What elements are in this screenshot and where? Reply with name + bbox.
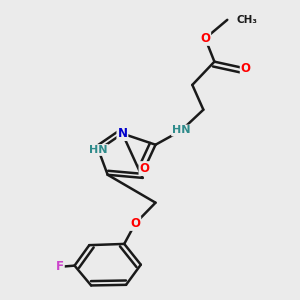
Text: O: O (140, 162, 149, 175)
Text: HN: HN (172, 125, 190, 136)
Text: HN: HN (89, 145, 108, 155)
Text: O: O (200, 32, 210, 45)
Text: N: N (117, 127, 128, 140)
Text: O: O (130, 217, 140, 230)
Text: CH₃: CH₃ (236, 15, 257, 25)
Text: O: O (241, 62, 251, 75)
Text: F: F (56, 260, 64, 273)
